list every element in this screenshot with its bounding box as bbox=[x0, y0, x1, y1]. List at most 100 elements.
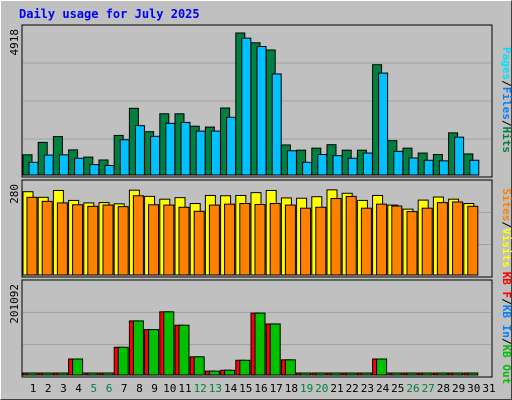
files-bar bbox=[195, 130, 206, 176]
kb-out-bar bbox=[224, 369, 236, 376]
x-tick-label: 11 bbox=[178, 382, 191, 395]
x-tick-label: 9 bbox=[151, 382, 158, 395]
x-tick-label: 4 bbox=[75, 382, 82, 395]
x-tick-label: 23 bbox=[361, 382, 374, 395]
kb-out-bar bbox=[330, 372, 342, 376]
x-tick-label: 19 bbox=[300, 382, 313, 395]
files-bar bbox=[180, 121, 191, 176]
files-bar bbox=[347, 157, 358, 176]
x-tick-label: 31 bbox=[482, 382, 495, 395]
files-bar bbox=[150, 135, 161, 176]
sites-bar bbox=[330, 198, 342, 276]
kbytes-panel: 201092 KB F/KB In/KB Out bbox=[8, 272, 512, 385]
x-tick-label: 17 bbox=[270, 382, 283, 395]
files-bar bbox=[378, 72, 389, 176]
kb-out-bar bbox=[254, 312, 266, 376]
kb-out-bar bbox=[421, 372, 433, 376]
x-tick-label: 20 bbox=[315, 382, 328, 395]
sites-bar bbox=[224, 203, 236, 276]
x-tick-label: 30 bbox=[467, 382, 480, 395]
x-tick-label: 29 bbox=[452, 382, 465, 395]
sites-bar bbox=[56, 202, 68, 276]
files-bar bbox=[423, 159, 434, 176]
files-bar bbox=[43, 154, 54, 176]
legend-entry: Files bbox=[500, 87, 512, 120]
x-tick-label: 7 bbox=[121, 382, 128, 395]
sites-bar bbox=[26, 196, 38, 276]
files-bar bbox=[134, 125, 145, 176]
kb-out-bar bbox=[406, 372, 418, 376]
x-tick-label: 24 bbox=[376, 382, 390, 395]
sites-bar bbox=[132, 195, 144, 276]
legend: Sites/Visits bbox=[500, 188, 512, 268]
sites-bar bbox=[315, 206, 327, 276]
legend-entry: Pages bbox=[500, 47, 512, 80]
legend-entry: / bbox=[500, 80, 512, 87]
x-tick-label: 21 bbox=[330, 382, 343, 395]
kb-out-bar bbox=[178, 324, 190, 376]
sites-bar bbox=[269, 203, 281, 276]
x-tick-label: 15 bbox=[239, 382, 252, 395]
files-bar bbox=[408, 157, 419, 176]
sites-bar bbox=[208, 204, 220, 276]
sites-bar bbox=[452, 201, 464, 276]
files-bar bbox=[286, 150, 297, 176]
legend-entry: KB F bbox=[500, 272, 512, 299]
kb-out-bar bbox=[467, 372, 479, 376]
kb-out-bar bbox=[345, 372, 357, 376]
x-tick-label: 3 bbox=[60, 382, 67, 395]
legend-entry: / bbox=[500, 338, 512, 345]
kb-out-bar bbox=[148, 329, 160, 376]
sites-bar bbox=[376, 203, 388, 276]
kb-out-bar bbox=[163, 311, 175, 376]
kb-out-bar bbox=[87, 372, 99, 376]
files-bar bbox=[271, 73, 282, 176]
kb-out-bar bbox=[26, 372, 38, 376]
sites-bar bbox=[148, 204, 160, 276]
x-tick-label: 8 bbox=[136, 382, 143, 395]
files-bar bbox=[256, 46, 267, 176]
kb-out-bar bbox=[284, 359, 296, 376]
kb-out-bar bbox=[56, 372, 68, 376]
files-bar bbox=[89, 164, 100, 176]
sites-bar bbox=[467, 205, 479, 276]
sites-bar bbox=[193, 210, 205, 276]
files-bar bbox=[165, 122, 176, 176]
x-tick-label: 13 bbox=[209, 382, 222, 395]
sites-bar bbox=[406, 211, 418, 276]
legend-entry: Sites bbox=[500, 188, 512, 221]
legend-entry: / bbox=[500, 120, 512, 127]
kb-out-bar bbox=[117, 346, 129, 376]
kb-out-bar bbox=[436, 372, 448, 376]
files-bar bbox=[317, 153, 328, 176]
x-tick-label: 2 bbox=[45, 382, 52, 395]
files-bar bbox=[332, 155, 343, 176]
kb-out-bar bbox=[193, 356, 205, 376]
sites-bar bbox=[345, 195, 357, 276]
sites-bar bbox=[72, 204, 84, 276]
files-bar bbox=[302, 161, 313, 176]
files-bar bbox=[74, 157, 85, 176]
x-tick-label: 18 bbox=[285, 382, 298, 395]
files-bar bbox=[454, 136, 465, 176]
x-tick-label: 22 bbox=[346, 382, 359, 395]
sites-bar bbox=[436, 202, 448, 276]
files-bar bbox=[119, 139, 130, 176]
legend-entry: Visits bbox=[500, 228, 512, 268]
files-bar bbox=[28, 161, 39, 176]
x-tick-label: 27 bbox=[422, 382, 435, 395]
files-bar bbox=[438, 160, 449, 176]
sites-bar bbox=[254, 203, 266, 276]
kb-out-bar bbox=[132, 320, 144, 376]
kb-out-bar bbox=[269, 323, 281, 376]
sites-bar bbox=[41, 200, 53, 276]
sites-bar bbox=[163, 204, 175, 276]
sites-bar bbox=[360, 207, 372, 276]
kb-out-bar bbox=[208, 370, 220, 376]
legend-entry: / bbox=[500, 298, 512, 305]
x-tick-label: 1 bbox=[30, 382, 37, 395]
sites-bar bbox=[87, 205, 99, 276]
x-tick-label: 12 bbox=[194, 382, 207, 395]
files-bar bbox=[226, 116, 237, 176]
